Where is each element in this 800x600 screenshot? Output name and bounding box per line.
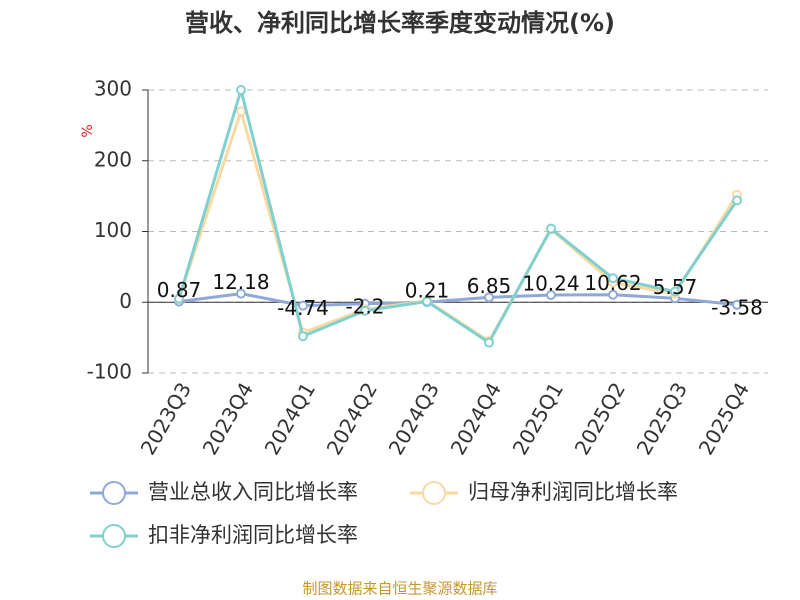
x-tick-label: 2024Q1 [260,378,320,459]
data-label: 5.57 [653,275,698,299]
data-point [422,296,432,307]
data-label: 0.87 [157,278,202,302]
x-tick-label: 2024Q3 [384,378,444,459]
data-point [174,293,184,304]
series-line [177,84,739,345]
x-tick-label: 2024Q2 [322,378,382,459]
data-label: -3.58 [711,295,763,319]
data-label: 12.18 [212,270,269,294]
data-point [732,195,742,206]
data-point [670,286,680,297]
data-point [546,223,556,234]
data-label: 10.62 [584,271,641,295]
data-label: -2.2 [345,294,384,318]
series-line [178,292,738,308]
legend-item: 扣非净利润同比增长率 [90,523,358,548]
data-point [484,337,494,348]
y-tick-label: 100 [94,218,132,242]
data-label: 0.21 [405,279,450,303]
data-point [546,290,556,301]
legend-item: 归母净利润同比增长率 [410,480,678,505]
legend-item: 营业总收入同比增长率 [90,480,358,505]
y-tick-label: -100 [87,360,132,384]
y-tick-label: 200 [94,147,132,171]
source-note: 制图数据来自恒生聚源数据库 [302,580,497,598]
chart-title: 营收、净利同比增长率季度变动情况(%) [185,9,615,37]
data-point [608,273,618,284]
data-point [298,300,308,311]
series-line [177,106,739,344]
data-point [360,305,370,316]
y-tick-label: 0 [119,289,132,313]
legend-swatch [422,481,446,505]
data-point [236,85,246,95]
data-point [608,289,618,300]
data-point [236,288,246,299]
x-tick-label: 2023Q3 [136,378,196,459]
x-tick-label: 2025Q4 [694,378,754,459]
legend-swatch [102,524,126,548]
legend-label: 扣非净利润同比增长率 [148,523,358,547]
x-tick-label: 2025Q3 [632,378,692,459]
x-tick-label: 2025Q2 [570,378,630,459]
data-point [484,292,494,303]
data-label: -4.74 [277,296,329,320]
data-label: 10.24 [522,272,579,296]
legend-label: 归母净利润同比增长率 [468,480,678,504]
legend-swatch [102,481,126,505]
x-tick-label: 2025Q1 [508,378,568,459]
data-label: 6.85 [467,274,512,298]
x-tick-label: 2023Q4 [198,378,258,459]
data-point [236,106,246,117]
y-axis-label: % [80,124,96,137]
x-tick-label: 2024Q4 [446,378,506,459]
y-tick-label: 300 [94,77,132,101]
legend-label: 营业总收入同比增长率 [148,480,358,504]
data-point [732,299,742,310]
data-point [298,331,308,342]
